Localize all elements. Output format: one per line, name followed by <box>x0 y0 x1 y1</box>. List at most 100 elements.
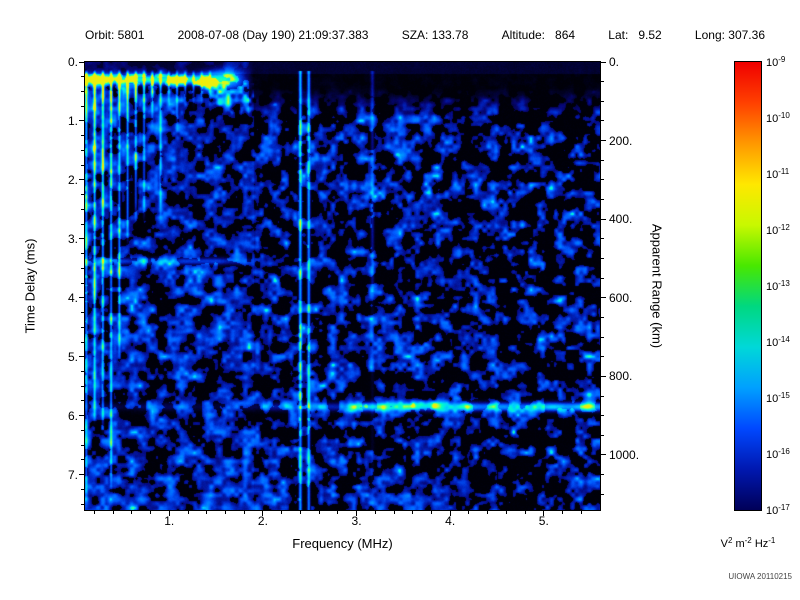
y-axis-title: Time Delay (ms) <box>22 238 38 334</box>
y-minor-tick <box>81 444 84 446</box>
y-minor-tick <box>81 385 84 387</box>
y-tick-label: 2. <box>67 172 78 187</box>
right-minor-tick <box>601 257 604 259</box>
right-minor-tick <box>601 356 604 358</box>
y-minor-tick <box>81 341 84 343</box>
right-tick-label: 600. <box>609 290 633 305</box>
right-minor-tick <box>601 238 604 240</box>
right-minor-tick <box>601 179 604 181</box>
right-tick-label: 800. <box>609 369 633 384</box>
y-minor-tick <box>81 267 84 269</box>
header-field: 2008-07-08 (Day 190) 21:09:37.383 <box>177 28 369 42</box>
x-minor-tick <box>374 511 376 514</box>
y-minor-tick <box>81 76 84 78</box>
y-tick-label: 1. <box>67 113 78 128</box>
y-minor-tick <box>81 370 84 372</box>
right-tick-label: 400. <box>609 212 633 227</box>
x-major-tick <box>356 511 358 516</box>
x-minor-tick <box>93 511 95 514</box>
superscript: -14 <box>778 335 790 344</box>
colorbar-tick-label: 10-12 <box>766 223 790 237</box>
right-minor-tick <box>601 81 604 83</box>
x-major-tick <box>449 511 451 516</box>
colorbar-tick-label: 10-15 <box>766 391 790 405</box>
superscript: -11 <box>778 167 790 176</box>
x-minor-tick <box>430 511 432 514</box>
colorbar-tick-label: 10-16 <box>766 447 790 461</box>
ephemeris-header: Orbit: 5801 2008-07-08 (Day 190) 21:09:37… <box>85 28 765 42</box>
x-major-tick <box>168 511 170 516</box>
x-minor-tick <box>337 511 339 514</box>
right-minor-tick <box>601 493 604 495</box>
right-minor-tick <box>601 316 604 318</box>
x-minor-tick <box>524 511 526 514</box>
y-minor-tick <box>81 135 84 137</box>
superscript: -15 <box>778 391 790 400</box>
right-minor-tick <box>601 474 604 476</box>
spectrogram-plot <box>84 61 601 511</box>
x-minor-tick <box>580 511 582 514</box>
header-field: Altitude: 864 <box>501 28 576 42</box>
x-minor-tick <box>224 511 226 514</box>
x-minor-tick <box>562 511 564 514</box>
y-major-tick <box>79 474 84 476</box>
superscript: 2 <box>727 536 733 545</box>
colorbar-tick-label: 10-9 <box>766 55 786 69</box>
y-major-tick <box>79 238 84 240</box>
right-minor-tick <box>601 100 604 102</box>
y-minor-tick <box>81 312 84 314</box>
right-minor-tick <box>601 395 604 397</box>
x-tick-label: 4. <box>445 514 456 528</box>
y-tick-label: 5. <box>67 349 78 364</box>
right-minor-tick <box>601 277 604 279</box>
right-minor-tick <box>601 434 604 436</box>
y-major-tick <box>79 297 84 299</box>
x-minor-tick <box>206 511 208 514</box>
superscript: -13 <box>778 279 790 288</box>
y-tick-label: 0. <box>67 55 78 69</box>
y-minor-tick <box>81 164 84 166</box>
x-axis-title: Frequency (MHz) <box>292 536 393 551</box>
y-minor-tick <box>81 149 84 151</box>
y-minor-tick <box>81 194 84 196</box>
right-axis-title: Apparent Range (km) <box>649 223 665 349</box>
header-field: Long: 307.36 <box>694 28 765 42</box>
y-minor-tick <box>81 429 84 431</box>
y-tick-label: 7. <box>67 467 78 482</box>
y-minor-tick <box>81 400 84 402</box>
right-tick-label: 0. <box>609 55 620 69</box>
credit-text: UIOWA 20110215 <box>728 572 792 581</box>
x-minor-tick <box>468 511 470 514</box>
right-major-tick <box>601 140 606 142</box>
x-minor-tick <box>243 511 245 514</box>
y-minor-tick <box>81 326 84 328</box>
right-minor-tick <box>601 159 604 161</box>
y-major-tick <box>79 179 84 181</box>
colorbar-tick-label: 10-13 <box>766 279 790 293</box>
colorbar-tick-label: 10-11 <box>766 167 790 181</box>
y-major-tick <box>79 61 84 63</box>
x-minor-tick <box>299 511 301 514</box>
y-major-tick <box>79 356 84 358</box>
superscript: -16 <box>778 447 790 456</box>
x-minor-tick <box>412 511 414 514</box>
spectrogram-heatmap <box>85 62 600 510</box>
right-tick-label: 200. <box>609 133 633 148</box>
y-minor-tick <box>81 223 84 225</box>
right-major-tick <box>601 297 606 299</box>
y-tick-label: 6. <box>67 408 78 423</box>
right-minor-tick <box>601 199 604 201</box>
x-minor-tick <box>150 511 152 514</box>
y-minor-tick <box>81 503 84 505</box>
superscript: -9 <box>778 55 786 64</box>
y-minor-tick <box>81 253 84 255</box>
y-tick-label: 3. <box>67 231 78 246</box>
right-minor-tick <box>601 336 604 338</box>
x-minor-tick <box>393 511 395 514</box>
superscript: -1 <box>768 536 776 545</box>
colorbar <box>734 61 762 511</box>
colorbar-unit-label: V2 m-2 Hz-1 <box>720 536 776 550</box>
x-tick-label: 1. <box>164 514 175 528</box>
x-minor-tick <box>187 511 189 514</box>
